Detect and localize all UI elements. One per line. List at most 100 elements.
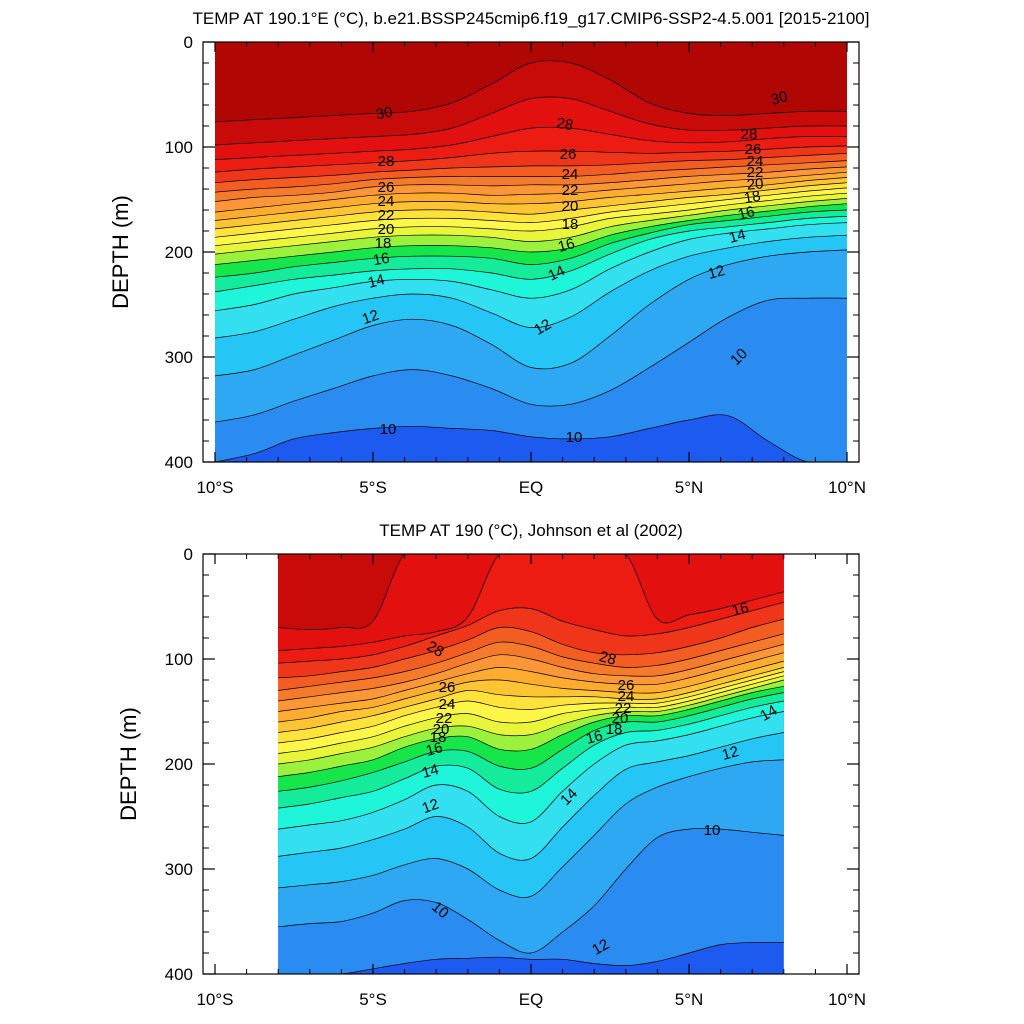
x-tick-label: EQ — [519, 478, 544, 497]
contour-line — [215, 234, 847, 339]
contour-line — [215, 126, 847, 160]
contour-line — [278, 601, 784, 664]
contour-label: 30 — [375, 104, 394, 124]
y-tick-label: 100 — [165, 138, 193, 157]
contour-line — [278, 618, 784, 679]
contour-line — [278, 554, 784, 651]
x-tick-label: 5°S — [359, 990, 387, 1009]
contour-label: 26 — [618, 677, 635, 694]
y-tick-label: 300 — [165, 860, 193, 879]
contour-line — [278, 941, 784, 974]
contour-line — [278, 643, 784, 702]
contour-label: 16 — [584, 727, 605, 748]
y-tick-label: 100 — [165, 650, 193, 669]
contour-label: 20 — [562, 198, 579, 215]
contour-label: 12 — [706, 262, 727, 283]
contour-label: 22 — [436, 710, 453, 727]
contour-label: 18 — [606, 721, 623, 738]
contour-band — [278, 554, 784, 651]
contour-label: 18 — [562, 216, 579, 233]
contour-label: 14 — [727, 226, 748, 247]
contour-line — [215, 203, 847, 265]
contour-lines — [215, 60, 847, 462]
contour-line — [215, 171, 847, 213]
contour-label: 20 — [433, 721, 450, 738]
contour-label: 14 — [545, 262, 567, 284]
y-tick-label: 300 — [165, 348, 193, 367]
contour-line — [215, 152, 847, 184]
contour-line — [278, 711, 784, 830]
y-tick-label: 400 — [165, 453, 193, 472]
contour-labels: 3028262422201816141210282624222018161412… — [360, 88, 790, 446]
contour-line — [278, 633, 784, 691]
chart-title: TEMP AT 190 (°C), Johnson et al (2002) — [379, 521, 683, 540]
x-tick-label: 10°S — [196, 990, 233, 1009]
contour-line — [215, 222, 847, 312]
y-tick-label: 200 — [165, 243, 193, 262]
contour-label: 28 — [597, 648, 618, 669]
contour-label: 12 — [720, 743, 741, 764]
y-axis-label: DEPTH (m) — [108, 195, 133, 309]
contour-line — [215, 297, 847, 423]
contour-line — [278, 692, 784, 792]
contour-label: 22 — [615, 700, 632, 717]
contour-label: 24 — [439, 696, 456, 713]
x-tick-label: EQ — [519, 990, 544, 1009]
contour-label: 26 — [378, 179, 395, 196]
contour-line — [278, 732, 784, 861]
contour-label: 12 — [531, 316, 554, 339]
contour-label: 14 — [757, 702, 780, 725]
contour-label: 24 — [747, 153, 764, 170]
contour-label: 14 — [366, 271, 387, 292]
chart-title: TEMP AT 190.1°E (°C), b.e21.BSSP245cmip6… — [193, 9, 870, 28]
contour-label: 22 — [378, 207, 395, 224]
contour-label: 28 — [741, 126, 758, 143]
contour-label: 22 — [562, 182, 579, 199]
contour-line — [215, 192, 847, 247]
x-tick-label: 10°N — [828, 990, 866, 1009]
contour-label: 10 — [380, 421, 397, 438]
contour-label: 14 — [420, 761, 441, 782]
contour-label: 18 — [743, 188, 762, 208]
contour-label: 26 — [439, 679, 456, 696]
contour-label: 24 — [618, 688, 635, 705]
contour-labels: 2826242220181614121028262422201816141210… — [420, 599, 780, 959]
contour-line — [215, 209, 847, 278]
contour-label: 10 — [566, 429, 583, 446]
contour-line — [215, 166, 847, 202]
contour-line — [278, 660, 784, 723]
contour-label: 12 — [360, 307, 381, 329]
contour-line — [278, 685, 784, 777]
contour-label: 24 — [378, 193, 395, 210]
contour-label: 20 — [612, 710, 629, 727]
contour-line — [278, 700, 784, 809]
contour-line — [278, 759, 784, 898]
contour-label: 24 — [562, 166, 579, 183]
contour-line — [215, 414, 847, 462]
y-tick-label: 400 — [165, 965, 193, 984]
contour-line — [278, 671, 784, 744]
contour-lines — [278, 554, 784, 974]
contour-label: 16 — [736, 203, 757, 224]
y-tick-label: 200 — [165, 755, 193, 774]
contour-label: 16 — [730, 599, 751, 620]
contour-band — [215, 42, 847, 122]
y-tick-label: 0 — [184, 545, 193, 564]
contour-line — [278, 652, 784, 712]
x-tick-label: 5°N — [675, 990, 704, 1009]
contour-line — [215, 96, 847, 146]
axis-ticks: 10°S 5°S EQ 5°N 10°N 0 100 200 300 400 — [165, 545, 866, 1009]
contour-label: 26 — [745, 141, 762, 158]
contour-label: 18 — [430, 729, 447, 746]
contour-fill — [215, 42, 847, 462]
contour-label: 20 — [378, 221, 395, 238]
panel-observed: TEMP AT 190 (°C), Johnson et al (2002) D… — [116, 521, 866, 1009]
x-tick-label: 5°S — [359, 478, 387, 497]
contour-label: 12 — [420, 796, 441, 818]
contour-label: 16 — [424, 739, 445, 760]
contour-label: 30 — [769, 88, 790, 109]
axis-ticks: 10°S 5°S EQ 5°N 10°N 0 100 200 300 400 — [165, 33, 866, 497]
y-tick-label: 0 — [184, 33, 193, 52]
panel-model: TEMP AT 190.1°E (°C), b.e21.BSSP245cmip6… — [108, 9, 870, 497]
x-tick-label: 5°N — [675, 478, 704, 497]
